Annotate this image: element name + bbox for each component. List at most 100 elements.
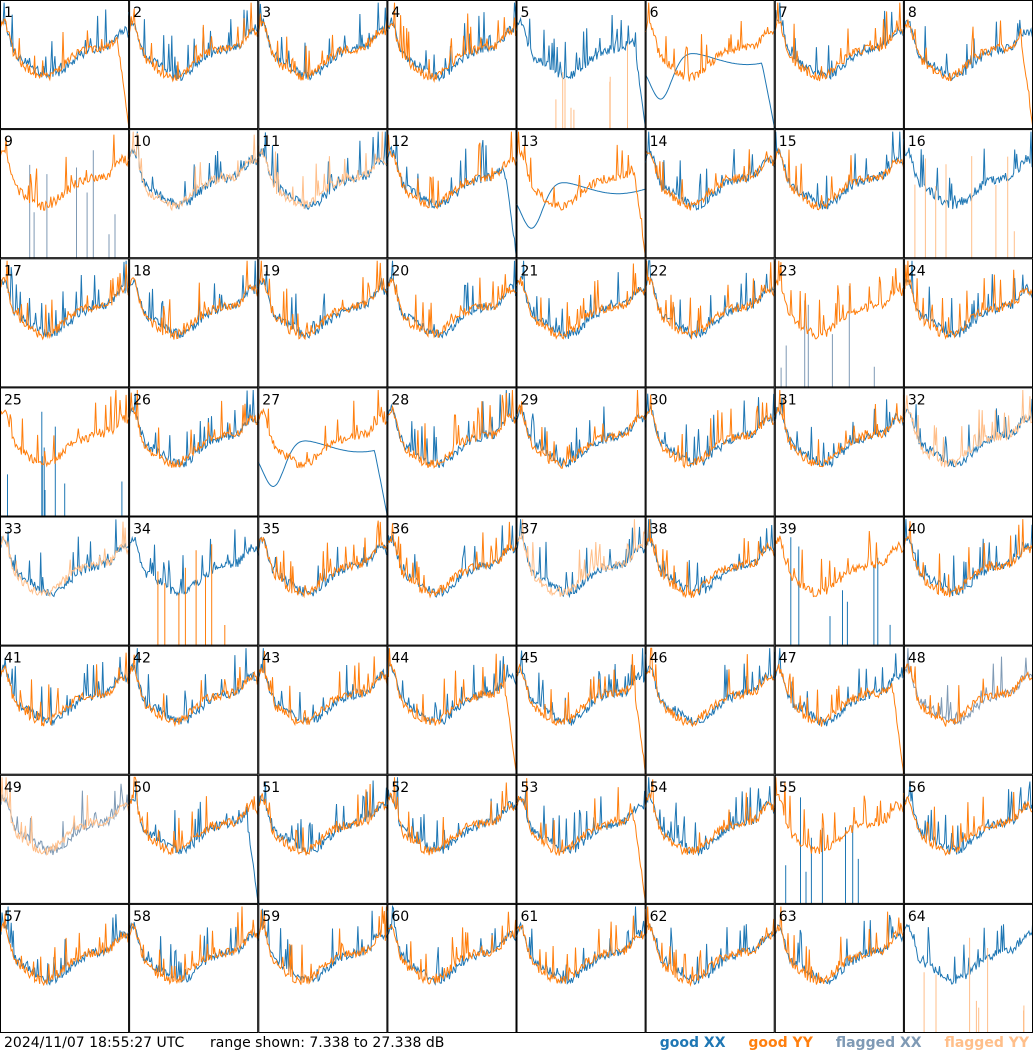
panel-59: 59	[257, 903, 388, 1033]
panel-4: 4	[386, 0, 517, 130]
legend-flagged-yy: flagged YY	[944, 1035, 1029, 1051]
panel-border-55	[774, 774, 904, 904]
panel-label-55: 55	[779, 780, 797, 796]
series-yy-panel-55	[774, 777, 905, 855]
panel-10: 10	[128, 129, 259, 259]
panel-27: 27	[257, 387, 388, 517]
panel-border-41	[0, 645, 130, 775]
series-xx-panel-33	[0, 519, 130, 598]
panel-border-25	[0, 387, 130, 517]
series-yy-panel-31	[774, 389, 905, 468]
series-yy-panel-35	[257, 520, 388, 599]
series-xx-panel-61	[516, 906, 647, 985]
panel-8: 8	[903, 0, 1033, 130]
series-yy-panel-20	[386, 274, 517, 339]
series-xx-panel-13	[516, 182, 646, 229]
panel-border-10	[129, 129, 259, 259]
panel-border-7	[774, 0, 904, 130]
panel-22: 22	[645, 258, 776, 388]
series-yy-panel-21	[516, 263, 647, 340]
panel-border-9	[0, 129, 130, 259]
series-yy-panel-11	[257, 131, 388, 209]
series-yy-panel-6	[645, 2, 776, 82]
panel-63: 63	[774, 903, 905, 1033]
panel-label-37: 37	[521, 522, 539, 538]
panel-label-3: 3	[262, 5, 271, 21]
series-yy-panel-48	[903, 663, 1033, 727]
series-xx-panel-53	[516, 790, 647, 854]
panel-border-28	[387, 387, 517, 517]
series-yy-panel-30	[645, 394, 776, 469]
series-yy-panel-28	[386, 389, 517, 469]
panel-border-43	[258, 645, 388, 775]
panel-5: 5	[516, 0, 647, 130]
panel-61: 61	[516, 903, 647, 1033]
series-yy-panel-27	[257, 389, 388, 469]
series-xx-panel-62	[645, 923, 776, 985]
series-xx-panel-39	[790, 537, 891, 646]
series-yy-panel-23	[774, 260, 905, 340]
panel-border-61	[516, 903, 646, 1033]
series-yy-panel-17	[0, 260, 130, 341]
panel-49: 49	[0, 774, 130, 904]
panel-border-19	[258, 258, 388, 388]
series-xx-panel-9	[29, 150, 116, 259]
panel-border-23	[774, 258, 904, 388]
series-yy-panel-47	[774, 664, 905, 775]
panel-20: 20	[386, 258, 517, 388]
panel-37: 37	[516, 516, 647, 646]
series-yy-panel-25	[0, 389, 130, 468]
panel-42: 42	[128, 645, 259, 775]
panel-border-53	[516, 774, 646, 904]
footer: 2024/11/07 18:55:27 UTC range shown: 7.3…	[0, 1033, 1033, 1053]
panel-label-63: 63	[779, 909, 797, 925]
panel-52: 52	[386, 774, 517, 904]
panel-border-13	[516, 129, 646, 259]
panel-label-50: 50	[133, 780, 151, 796]
panel-label-14: 14	[650, 134, 668, 150]
panel-label-21: 21	[521, 263, 539, 279]
panel-border-27	[258, 387, 388, 517]
panel-label-52: 52	[391, 780, 409, 796]
series-yy-panel-12	[386, 131, 517, 210]
panel-border-1	[0, 0, 130, 130]
panel-border-47	[774, 645, 904, 775]
panel-border-14	[645, 129, 775, 259]
panel-label-7: 7	[779, 5, 788, 21]
series-yy-panel-43	[257, 650, 388, 727]
panel-label-35: 35	[262, 522, 280, 538]
series-yy-panel-62	[645, 906, 776, 987]
series-xx-panel-29	[516, 405, 647, 468]
panel-label-45: 45	[521, 651, 539, 667]
panel-32: 32	[903, 387, 1033, 517]
panel-border-34	[129, 516, 259, 646]
panel-label-6: 6	[650, 5, 659, 21]
panel-border-15	[774, 129, 904, 259]
series-xx-panel-5	[516, 14, 647, 130]
series-yy-panel-53	[516, 778, 647, 904]
panel-31: 31	[774, 387, 905, 517]
panel-39: 39	[774, 516, 905, 646]
panel-48: 48	[903, 645, 1033, 775]
panel-19: 19	[257, 258, 388, 388]
panel-label-64: 64	[908, 909, 926, 925]
panel-border-60	[387, 903, 517, 1033]
panel-border-30	[645, 387, 775, 517]
series-xx-panel-28	[386, 389, 517, 468]
series-xx-panel-48	[903, 648, 1033, 725]
panel-border-58	[129, 903, 259, 1033]
series-yy-panel-29	[516, 389, 647, 469]
panel-border-4	[387, 0, 517, 130]
series-xx-panel-55	[785, 797, 859, 904]
panel-60: 60	[386, 903, 517, 1033]
series-yy-panel-42	[128, 654, 259, 728]
series-yy-panel-32	[903, 389, 1033, 468]
series-yy-panel-49	[0, 777, 130, 856]
panel-55: 55	[774, 774, 905, 904]
panel-label-25: 25	[4, 392, 22, 408]
series-yy-panel-38	[645, 519, 776, 599]
legend-good-xx: good XX	[659, 1035, 726, 1051]
panel-border-44	[387, 645, 517, 775]
panel-36: 36	[386, 516, 517, 646]
series-xx-panel-34	[128, 529, 259, 597]
